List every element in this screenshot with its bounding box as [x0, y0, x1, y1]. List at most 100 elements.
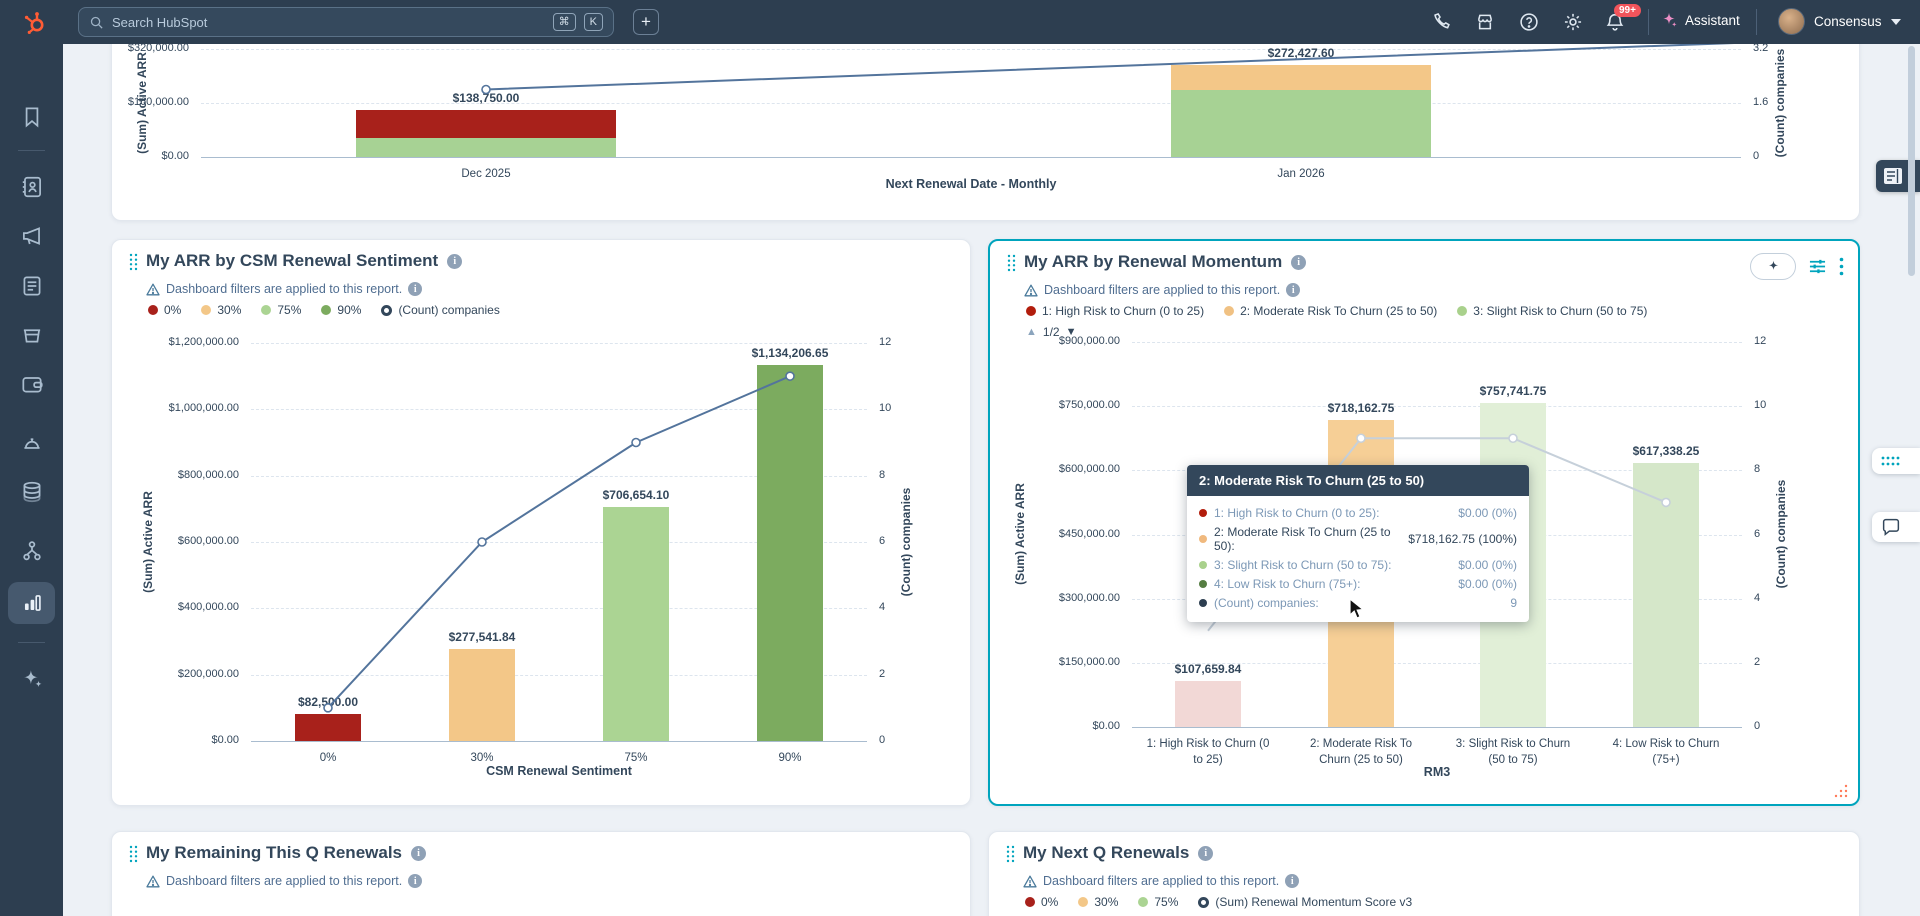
bar-4: Low Risk to Churn (75+)[interactable] [1633, 462, 1699, 727]
card-controls [1750, 253, 1844, 280]
automation-workflow-icon[interactable] [19, 538, 45, 564]
bar-1: High Risk to Churn (0 to 25)[interactable] [1175, 680, 1241, 727]
filter-note-text: Dashboard filters are applied to this re… [166, 282, 403, 296]
scrollbar-thumb[interactable] [1908, 46, 1915, 276]
bookmark-icon[interactable] [19, 104, 45, 130]
y2-axis-tick-label: 12 [879, 336, 892, 348]
chat-button[interactable] [1872, 512, 1920, 542]
info-icon[interactable]: i [408, 282, 423, 296]
warning-triangle-icon [146, 875, 160, 887]
bar-segment-75%[interactable] [1171, 90, 1431, 157]
crm-contacts-icon[interactable] [19, 174, 45, 200]
bar-segment-0%[interactable] [356, 110, 616, 139]
info-icon[interactable]: i [1285, 874, 1300, 888]
drag-handle-icon[interactable] [129, 253, 138, 271]
reporting-barchart-icon[interactable] [19, 590, 45, 616]
filter-sliders-icon[interactable] [1808, 258, 1827, 275]
marketing-megaphone-icon[interactable] [19, 223, 45, 249]
legend-dot-marker [1078, 897, 1089, 907]
legend-page-up-icon[interactable]: ▲ [1026, 326, 1037, 338]
legend-item[interactable]: 1: High Risk to Churn (0 to 25) [1026, 304, 1204, 318]
assistant-button[interactable]: Assistant [1660, 11, 1740, 29]
warning-triangle-icon [146, 283, 160, 295]
info-icon[interactable]: i [1198, 845, 1214, 861]
y2-axis-tick-label: 2 [879, 667, 886, 680]
payments-wallet-icon[interactable] [19, 371, 45, 397]
gridline [201, 49, 1741, 50]
card-title-text: My ARR by Renewal Momentum [1024, 252, 1283, 271]
mouse-cursor [1349, 598, 1365, 619]
bar-0%[interactable] [295, 713, 361, 741]
service-bell-icon[interactable] [19, 429, 45, 455]
bar-30%[interactable] [449, 648, 515, 741]
help-icon[interactable] [1518, 11, 1540, 33]
ai-insights-button[interactable] [1750, 253, 1796, 280]
hubspot-logo[interactable] [22, 9, 48, 35]
legend-item[interactable]: (Count) companies [381, 303, 500, 317]
legend-item[interactable]: 3: Slight Risk to Churn (50 to 75) [1457, 304, 1647, 318]
marketplace-icon[interactable] [1474, 11, 1496, 33]
x-axis-line [1132, 727, 1742, 728]
account-menu[interactable]: Consensus [1778, 8, 1901, 35]
legend-label: 30% [217, 303, 242, 317]
tooltip-series-dot [1199, 580, 1207, 589]
legend-item[interactable]: 30% [201, 303, 241, 317]
info-icon[interactable]: i [408, 874, 423, 888]
bar-segment-75%[interactable] [356, 138, 616, 157]
drag-handle-icon[interactable] [129, 845, 138, 863]
phone-icon[interactable] [1430, 11, 1452, 33]
search-input[interactable]: Search HubSpot ⌘ K [78, 7, 614, 37]
kebab-menu-icon[interactable] [1839, 257, 1844, 276]
legend-item[interactable]: 75% [1138, 895, 1178, 909]
data-database-icon[interactable] [19, 479, 45, 505]
add-icon: + [641, 12, 651, 31]
ai-sparkle-icon[interactable] [19, 666, 45, 692]
bar-75%[interactable] [603, 506, 669, 741]
panel-icon [1884, 168, 1902, 184]
bell-icon[interactable] [1604, 11, 1626, 33]
y-axis-tick-label: $150,000.00 [1058, 655, 1120, 668]
filter-note-text: Dashboard filters are applied to this re… [1043, 874, 1280, 888]
content-icon[interactable] [19, 273, 45, 299]
bar-segment-30%[interactable] [1171, 65, 1431, 91]
x-axis-category-label: 90% [778, 752, 802, 764]
info-icon[interactable]: i [411, 845, 427, 861]
resize-grip-icon[interactable] [1834, 784, 1848, 798]
info-icon[interactable]: i [1291, 254, 1307, 270]
tooltip-series-dot [1199, 534, 1207, 543]
legend-item[interactable]: 90% [321, 303, 361, 317]
legend-item[interactable]: 0% [148, 303, 181, 317]
top-navigation-bar: Search HubSpot ⌘ K + 99+ Assistant Conse… [0, 0, 1920, 44]
drag-handle-icon[interactable] [1006, 845, 1015, 863]
arr-by-renewal-momentum-card: My ARR by Renewal Momentum i Dashboard f… [988, 239, 1860, 806]
settings-icon[interactable] [1562, 11, 1584, 33]
y-axis-tick-label: $0.00 [161, 150, 189, 162]
info-icon[interactable]: i [1286, 283, 1301, 297]
legend-item[interactable]: 2: Moderate Risk To Churn (25 to 50) [1224, 304, 1437, 318]
legend-item[interactable]: (Sum) Renewal Momentum Score v3 [1198, 895, 1412, 909]
info-icon[interactable]: i [447, 253, 463, 269]
y-axis-tick-label: $0.00 [211, 734, 239, 746]
notifications-badge[interactable]: 99+ [1614, 4, 1641, 17]
drag-handle-icon[interactable] [1007, 254, 1016, 272]
commerce-basket-icon[interactable] [19, 321, 45, 347]
legend-item[interactable]: 30% [1078, 895, 1118, 909]
y-axis-tick-label: $900,000.00 [1058, 335, 1120, 347]
legend-page-down-icon[interactable]: ▼ [1065, 326, 1077, 338]
legend-dot-marker [321, 305, 332, 315]
legend-dot-marker [1138, 897, 1149, 907]
x-axis-title: CSM Renewal Sentiment [486, 764, 632, 778]
arr-by-csm-sentiment-card: My ARR by CSM Renewal Sentiment i Dashbo… [111, 239, 971, 806]
legend-label: (Sum) Renewal Momentum Score v3 [1215, 895, 1413, 909]
legend-item[interactable]: 0% [1025, 895, 1058, 909]
add-button[interactable]: + [633, 9, 659, 35]
assistant-label: Assistant [1685, 12, 1740, 28]
y2-axis-tick-label: 12 [1754, 335, 1767, 347]
y2-axis-tick-label: 6 [1754, 527, 1761, 540]
y2-axis-tick-label: 8 [879, 468, 886, 481]
bar-90%[interactable] [757, 364, 823, 741]
avatar [1778, 8, 1805, 35]
legend-item[interactable]: 75% [261, 303, 301, 317]
apps-grid-button[interactable] [1872, 448, 1920, 474]
dashboard-filters-note: Dashboard filters are applied to this re… [146, 874, 423, 888]
